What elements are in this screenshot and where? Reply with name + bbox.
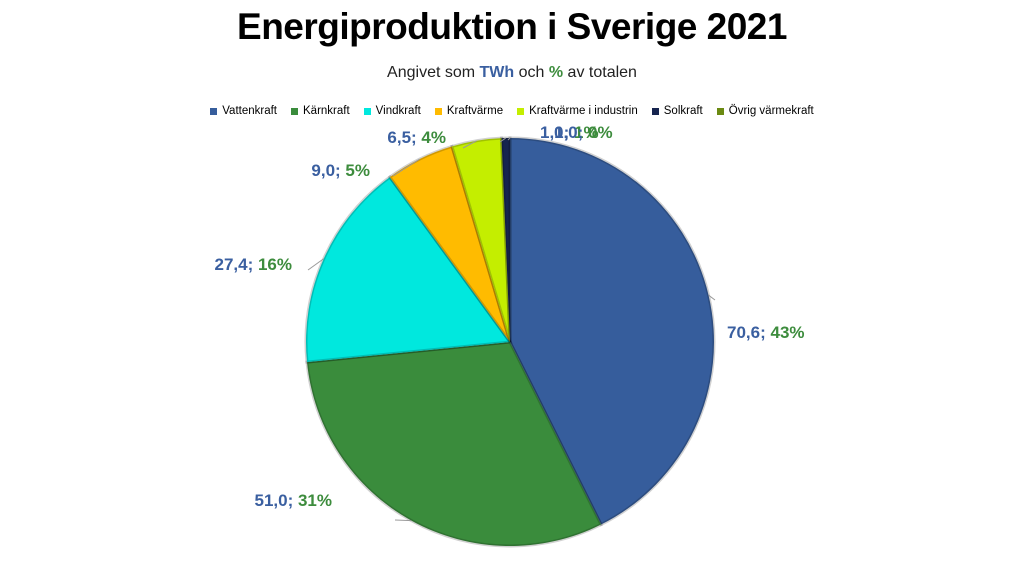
data-label: 6,5; 4% — [387, 128, 446, 147]
data-label: 27,4; 16% — [214, 255, 292, 274]
data-label: 9,0; 5% — [311, 161, 370, 180]
legend-label: Kraftvärme i industrin — [529, 105, 638, 117]
data-label-percent: 31% — [298, 491, 332, 510]
legend-label: Vindkraft — [375, 105, 421, 117]
leader-line — [507, 137, 511, 141]
data-label: 1,1; 1% — [540, 123, 599, 142]
data-label-percent: 16% — [258, 255, 292, 274]
subtitle-suffix: av totalen — [563, 64, 637, 81]
leader-line — [307, 258, 325, 271]
data-label-value: 70,6; — [727, 323, 770, 342]
legend-item: Vindkraft — [363, 105, 421, 117]
data-label-percent: 5% — [345, 161, 370, 180]
legend-swatch — [363, 107, 371, 115]
data-label-percent: 43% — [770, 323, 804, 342]
leader-line — [708, 294, 716, 301]
leader-line — [394, 519, 412, 522]
chart-legend: Vattenkraft Kärnkraft Vindkraft Kraftvärme K… — [0, 105, 1024, 117]
legend-swatch — [210, 107, 218, 115]
legend-label: Kraftvärme — [446, 105, 504, 117]
pie-slice-k-rnkraft — [305, 340, 604, 548]
data-label-value: 6,5; — [387, 128, 421, 147]
subtitle-unit: TWh — [479, 64, 515, 81]
data-label: 0,0; 0% — [554, 123, 613, 142]
subtitle-pct: % — [548, 64, 564, 81]
chart-subtitle: Angivet som TWh och % av totalen — [0, 64, 1024, 82]
legend-swatch — [434, 107, 442, 115]
leader-line — [392, 158, 420, 177]
leader-line — [462, 140, 477, 149]
legend-item: Kraftvärme — [434, 105, 504, 117]
legend-swatch — [517, 107, 525, 115]
data-label-value: 27,4; — [214, 255, 257, 274]
legend-swatch — [651, 107, 659, 115]
legend-item: Kärnkraft — [291, 105, 350, 117]
legend-swatch — [291, 107, 298, 115]
legend-label: Vattenkraft — [222, 105, 277, 117]
legend-label: Övrig värmekraft — [728, 105, 814, 117]
data-label-percent: 4% — [421, 128, 446, 147]
legend-label: Solkraft — [663, 105, 703, 117]
data-label-percent: 0% — [588, 123, 613, 142]
legend-item: Kraftvärme i industrin — [517, 105, 638, 117]
data-label-value: 1,1; — [540, 123, 574, 142]
data-label-percent: 1% — [574, 123, 599, 142]
legend-item: Solkraft — [651, 105, 703, 117]
data-label: 70,6; 43% — [727, 323, 805, 342]
data-label-value: 51,0; — [254, 491, 297, 510]
subtitle-middle: och — [514, 64, 549, 81]
data-label: 51,0; 31% — [254, 491, 332, 510]
subtitle-prefix: Angivet som — [387, 64, 480, 81]
legend-item: Vattenkraft — [210, 105, 277, 117]
data-label-value: 9,0; — [311, 161, 345, 180]
chart-title: Energiproduktion i Sverige 2021 — [237, 6, 787, 47]
legend-label: Kärnkraft — [303, 105, 350, 117]
legend-swatch — [716, 107, 724, 115]
leader-line — [499, 137, 507, 143]
data-label-value: 0,0; — [554, 123, 588, 142]
legend-item: Övrig värmekraft — [716, 105, 814, 117]
